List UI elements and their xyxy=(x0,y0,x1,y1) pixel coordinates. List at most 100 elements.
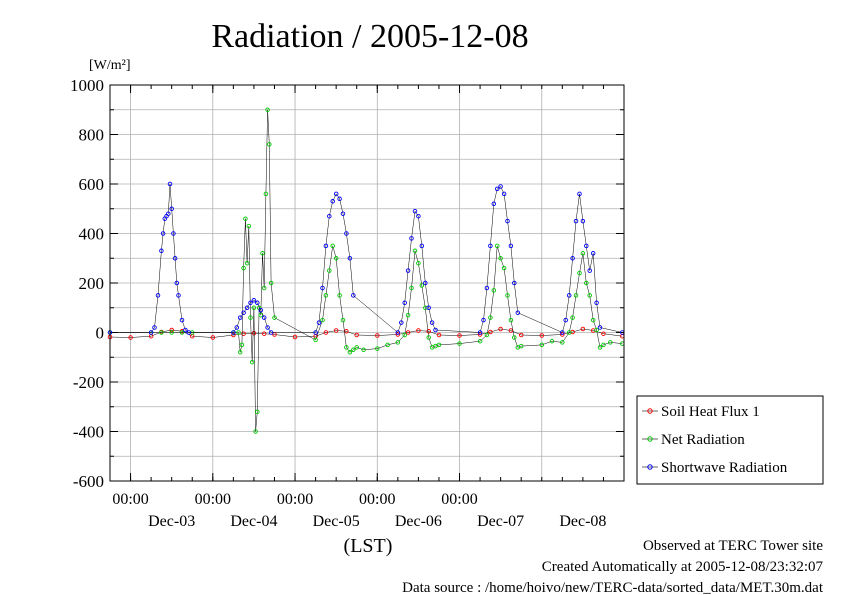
legend-marker xyxy=(647,464,653,470)
data-point xyxy=(539,333,545,338)
data-point xyxy=(399,320,404,325)
x-axis-label: (LST) xyxy=(344,535,393,557)
data-point xyxy=(340,317,346,323)
x-time-label: 00:00 xyxy=(112,491,148,508)
chart-title: Radiation / 2005-12-08 xyxy=(211,18,528,55)
data-point xyxy=(330,199,335,204)
data-point xyxy=(251,298,257,303)
data-point xyxy=(167,181,173,187)
data-point xyxy=(327,213,332,219)
data-point xyxy=(560,330,565,335)
data-point xyxy=(313,330,318,335)
x-day-label: Dec-08 xyxy=(559,513,606,530)
data-point xyxy=(433,327,438,333)
data-point xyxy=(457,341,462,346)
data-point xyxy=(237,315,243,320)
data-point xyxy=(179,330,185,335)
data-point xyxy=(244,305,250,311)
data-point xyxy=(316,320,322,325)
data-point xyxy=(597,345,603,350)
series-line xyxy=(110,183,623,333)
data-point xyxy=(375,346,380,351)
legend-label: Shortwave Radiation xyxy=(661,460,788,476)
data-point xyxy=(477,338,483,344)
data-point xyxy=(566,330,572,335)
data-point xyxy=(265,325,270,330)
data-point xyxy=(584,280,589,286)
data-point xyxy=(518,332,524,338)
data-point xyxy=(179,317,185,323)
data-point xyxy=(210,335,216,340)
plot-frame xyxy=(109,84,625,482)
footer-source: Data source : /home/hoivo/new/TERC-data/… xyxy=(402,580,824,595)
data-point xyxy=(594,300,599,306)
data-point xyxy=(481,317,486,323)
series-line xyxy=(110,109,623,432)
data-point xyxy=(402,332,407,338)
legend-label: Soil Heat Flux 1 xyxy=(661,404,760,420)
data-point xyxy=(330,243,335,249)
data-point xyxy=(498,184,503,189)
data-point xyxy=(587,293,592,298)
data-point xyxy=(272,315,277,320)
data-point xyxy=(601,331,606,336)
data-point xyxy=(477,330,483,335)
data-point xyxy=(351,347,356,353)
data-point xyxy=(323,293,329,298)
data-point xyxy=(426,305,431,311)
y-tick-label: -400 xyxy=(73,423,104,442)
y-tick-label: 400 xyxy=(79,225,105,244)
data-point xyxy=(608,340,613,345)
legend: Soil Heat Flux 1 Net Radiation Shortwave R… xyxy=(636,395,824,485)
data-point xyxy=(423,280,428,286)
data-point xyxy=(320,317,325,323)
data-point xyxy=(176,293,181,298)
data-point xyxy=(155,293,161,298)
data-point xyxy=(436,342,442,348)
y-axis: -600 -400 -200 0 200 400 600 800 1000 xyxy=(70,76,624,491)
data-point xyxy=(267,142,272,147)
data-point xyxy=(261,285,267,291)
data-point xyxy=(508,243,514,249)
data-point xyxy=(426,329,431,334)
data-point xyxy=(320,285,325,291)
data-point xyxy=(166,211,171,216)
data-point xyxy=(243,216,248,221)
data-point xyxy=(333,256,339,261)
data-point xyxy=(239,342,245,348)
data-point xyxy=(354,345,359,350)
data-point xyxy=(265,107,270,113)
data-point xyxy=(484,285,490,291)
data-point xyxy=(512,335,517,340)
data-point xyxy=(261,315,267,320)
data-point xyxy=(234,325,240,330)
data-point xyxy=(580,251,586,256)
x-time-label: 00:00 xyxy=(195,491,231,508)
data-point xyxy=(333,191,339,197)
data-point xyxy=(347,256,353,261)
grid xyxy=(110,84,624,482)
data-point xyxy=(337,196,342,202)
y-tick-label: 800 xyxy=(79,126,105,145)
legend-marker xyxy=(647,436,653,442)
data-point xyxy=(416,213,421,219)
y-tick-label: -200 xyxy=(73,373,104,392)
data-point xyxy=(512,280,517,286)
data-point xyxy=(601,342,606,348)
data-point xyxy=(169,206,174,212)
legend-marker xyxy=(647,408,653,414)
data-point xyxy=(248,315,253,320)
data-point xyxy=(395,340,401,345)
series-3 xyxy=(107,181,625,335)
data-point xyxy=(416,260,421,266)
data-point xyxy=(419,243,425,249)
data-point xyxy=(174,280,180,286)
data-point xyxy=(498,326,503,332)
data-point xyxy=(255,409,260,414)
data-point xyxy=(268,330,274,335)
data-point xyxy=(171,231,176,236)
data-point xyxy=(580,326,586,332)
data-point xyxy=(255,300,260,306)
data-point xyxy=(128,335,133,340)
